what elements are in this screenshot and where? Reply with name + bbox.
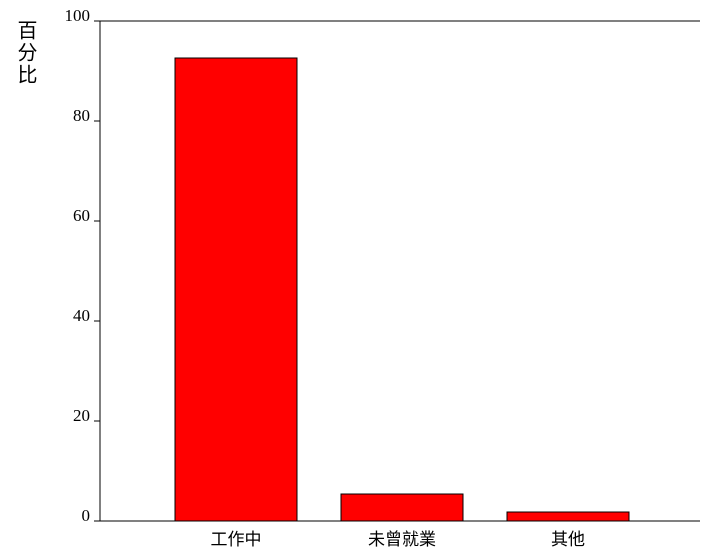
- y-tick-label: 40: [73, 306, 90, 325]
- y-tick-label: 20: [73, 406, 90, 425]
- bar: [174, 57, 298, 522]
- x-tick-label: 未曾就業: [368, 530, 436, 550]
- y-tick-label: 100: [65, 6, 91, 25]
- y-tick-label: 80: [73, 106, 90, 125]
- y-tick-label: 60: [73, 206, 90, 225]
- y-tick-label: 0: [82, 506, 91, 525]
- bar: [506, 511, 630, 522]
- x-tick-label: 工作中: [211, 530, 262, 550]
- bar: [340, 493, 464, 522]
- x-tick-label: 其他: [551, 530, 585, 550]
- y-axis-label: 百分比: [14, 20, 38, 86]
